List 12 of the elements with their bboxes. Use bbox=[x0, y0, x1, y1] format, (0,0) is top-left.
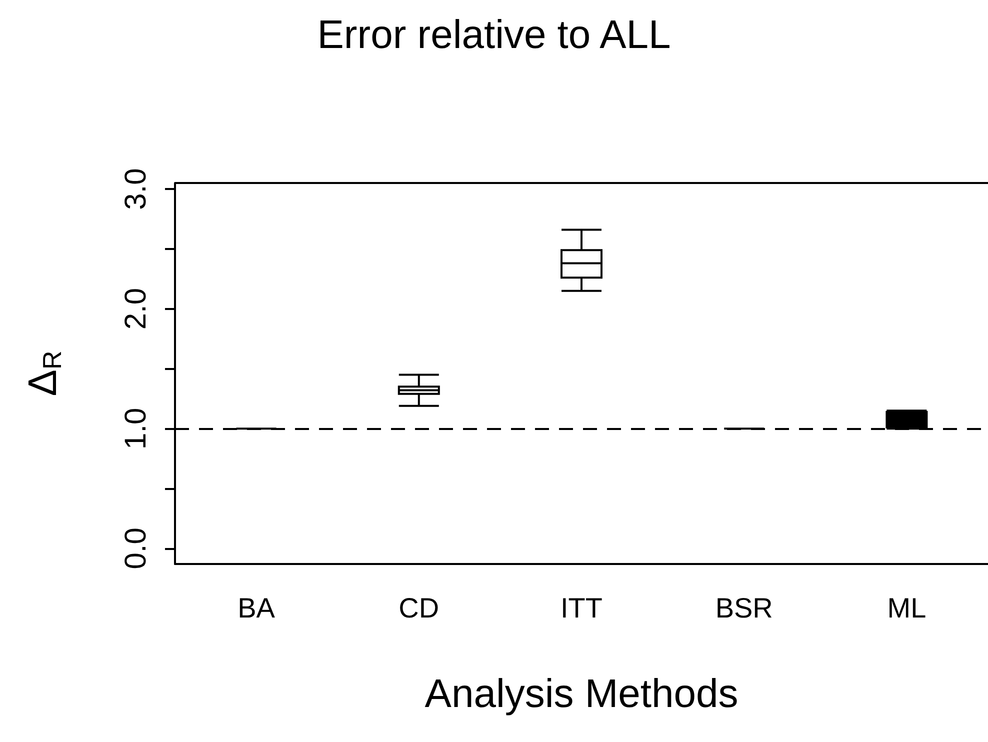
x-tick-label: CD bbox=[398, 592, 440, 624]
x-axis-title: Analysis Methods bbox=[424, 672, 738, 716]
y-tick-label: 2.0 bbox=[120, 288, 152, 330]
x-tick-label: ITT bbox=[560, 592, 602, 624]
y-axis-title: ΔR bbox=[21, 350, 67, 396]
chart-title: Error relative to ALL bbox=[317, 13, 671, 57]
y-tick-label: 1.0 bbox=[120, 408, 152, 450]
x-tick-label: BA bbox=[238, 592, 276, 624]
y-tick-label: 3.0 bbox=[120, 168, 152, 210]
x-tick-label: ML bbox=[887, 592, 926, 624]
x-tick-label: BSR bbox=[715, 592, 773, 624]
y-tick-label: 0.0 bbox=[120, 528, 152, 570]
